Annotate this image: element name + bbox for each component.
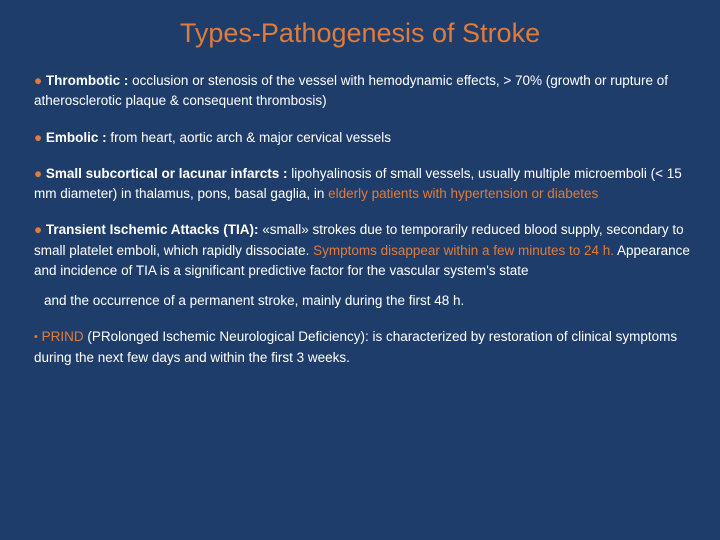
- prind-body: (PRolonged Ischemic Neurological Deficie…: [34, 329, 677, 364]
- bullet-lacunar: ● Small subcortical or lacunar infarcts …: [30, 164, 690, 205]
- bullet-icon: ●: [34, 222, 42, 237]
- bullet-lead: Embolic :: [42, 130, 110, 145]
- bullet-highlight: Symptoms disappear within a few minutes …: [313, 243, 614, 258]
- prind-lead: PRIND: [38, 329, 88, 344]
- bullet-lead: Small subcortical or lacunar infarcts :: [42, 166, 291, 181]
- bullet-icon: ●: [34, 130, 42, 145]
- slide: Types-Pathogenesis of Stroke ● Thromboti…: [0, 0, 720, 540]
- bullet-lead: Thrombotic :: [42, 73, 132, 88]
- bullet-tia: ● Transient Ischemic Attacks (TIA): «sma…: [30, 220, 690, 281]
- bullet-prind: • PRIND (PRolonged Ischemic Neurological…: [30, 327, 690, 368]
- slide-title: Types-Pathogenesis of Stroke: [30, 18, 690, 49]
- bullet-body: from heart, aortic arch & major cervical…: [110, 130, 391, 145]
- tia-continuation: and the occurrence of a permanent stroke…: [30, 291, 690, 311]
- bullet-icon: ●: [34, 166, 42, 181]
- bullet-icon: ●: [34, 73, 42, 88]
- bullet-lead: Transient Ischemic Attacks (TIA):: [42, 222, 262, 237]
- bullet-highlight: elderly patients with hypertension or di…: [328, 186, 598, 201]
- bullet-embolic: ● Embolic : from heart, aortic arch & ma…: [30, 128, 690, 148]
- bullet-thrombotic: ● Thrombotic : occlusion or stenosis of …: [30, 71, 690, 112]
